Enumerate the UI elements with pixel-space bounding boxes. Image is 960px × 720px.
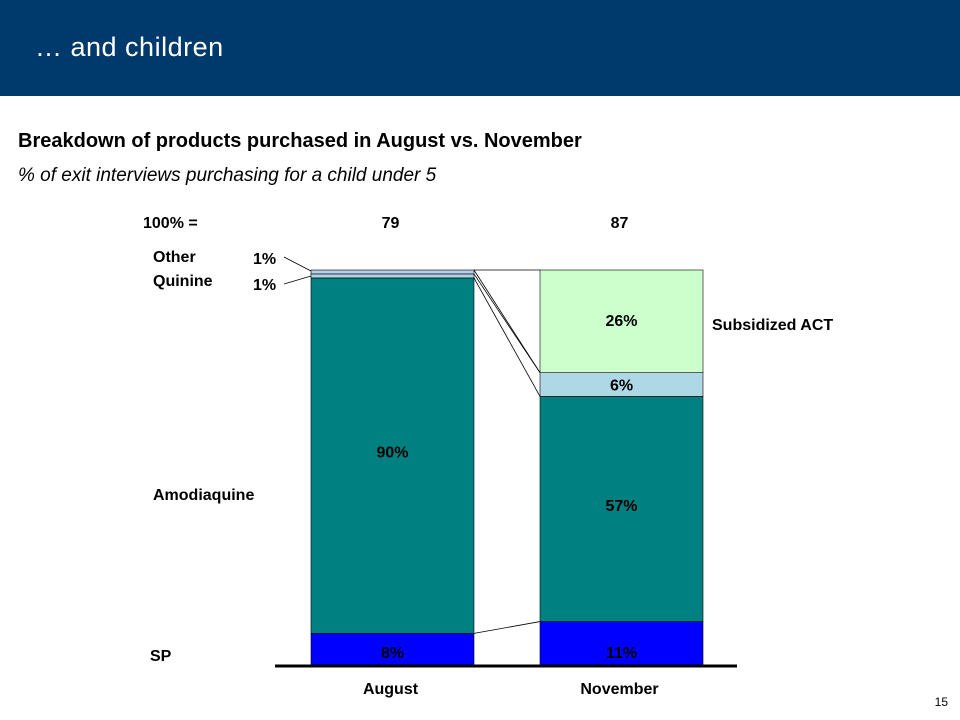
bar-segment-amodiaquine-november xyxy=(539,396,704,622)
bar-segment-sp-august xyxy=(310,633,475,666)
data-label-quinine-november: 6% xyxy=(610,378,633,395)
category-label-november: November xyxy=(580,681,658,698)
page-number: 15 xyxy=(934,695,948,709)
data-label-sp-august: 8% xyxy=(381,645,404,662)
data-label-other-august: 1% xyxy=(253,251,276,268)
data-label-sp-november: 11% xyxy=(606,645,637,662)
page-title: … and children xyxy=(35,32,224,62)
total-november: 87 xyxy=(611,215,629,232)
legend-label-quinine: Quinine xyxy=(153,273,213,290)
totals-label: 100% = xyxy=(143,215,198,232)
category-label-august: August xyxy=(363,681,419,698)
legend-label-amodiaquine: Amodiaquine xyxy=(153,487,254,504)
legend-label-sp: SP xyxy=(150,648,172,665)
legend-label-other: Other xyxy=(153,249,196,266)
data-label-amodiaquine-november: 57% xyxy=(605,498,637,515)
data-label-subsidized-act-november: 26% xyxy=(605,313,637,330)
leader-line xyxy=(283,256,312,272)
connector-line xyxy=(473,277,541,397)
bar-segment-subsidized-act-november xyxy=(539,269,704,373)
connector-line xyxy=(473,621,541,634)
bar-segment-quinine-august xyxy=(310,273,475,279)
total-august: 79 xyxy=(382,215,400,232)
title-banner: … and children xyxy=(0,0,960,96)
data-label-quinine-august: 1% xyxy=(253,277,276,294)
chart-subhead: % of exit interviews purchasing for a ch… xyxy=(18,165,437,186)
data-label-amodiaquine-august: 90% xyxy=(376,445,408,462)
legend-label-subsidized-act: Subsidized ACT xyxy=(712,317,833,334)
bar-segment-other-august xyxy=(310,269,475,275)
bar-segment-amodiaquine-august xyxy=(310,277,475,634)
chart-subtitle: Breakdown of products purchased in Augus… xyxy=(18,130,582,152)
leader-line xyxy=(283,275,312,285)
connector-line xyxy=(473,269,541,373)
bar-segment-sp-november xyxy=(539,621,704,666)
